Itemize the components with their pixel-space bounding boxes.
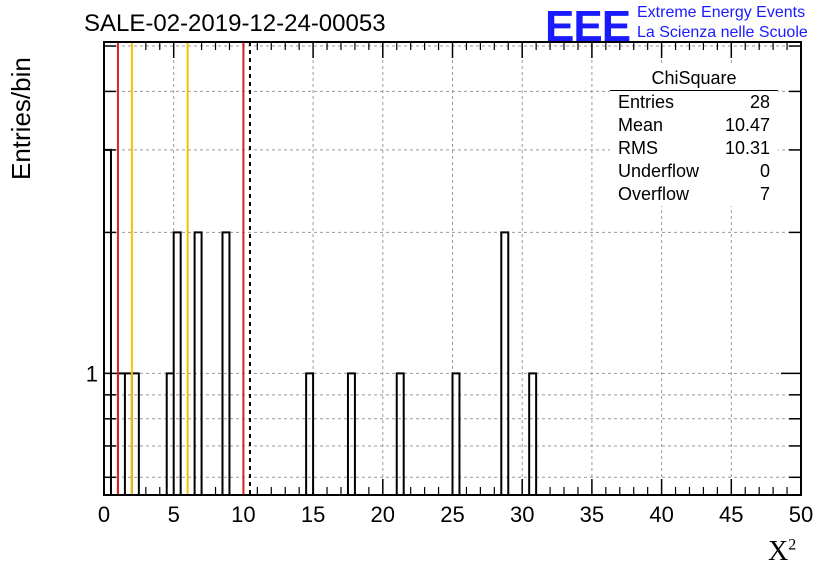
x-axis-label: X2 bbox=[768, 536, 796, 568]
eee-logo: EEE bbox=[545, 2, 631, 51]
x-tick-label: 45 bbox=[719, 502, 743, 527]
x-tick-label: 0 bbox=[98, 502, 110, 527]
stats-row-rms: RMS 10.31 bbox=[610, 137, 778, 160]
chart-title: SALE-02-2019-12-24-00053 bbox=[84, 10, 386, 37]
reference-lines bbox=[116, 42, 251, 495]
stats-label: RMS bbox=[618, 138, 658, 158]
stats-value: 28 bbox=[749, 92, 770, 112]
stats-row-overflow: Overflow 7 bbox=[610, 183, 778, 206]
stats-row-mean: Mean 10.47 bbox=[610, 114, 778, 137]
stats-box: ChiSquare Entries 28 Mean 10.47 RMS 10.3… bbox=[610, 66, 778, 206]
x-tick-label: 5 bbox=[168, 502, 180, 527]
x-tick-label: 50 bbox=[789, 502, 813, 527]
y-tick-label: 1 bbox=[86, 361, 98, 386]
x-axis-label-superscript: 2 bbox=[788, 536, 797, 554]
stats-row-entries: Entries 28 bbox=[610, 91, 778, 114]
stats-title: ChiSquare bbox=[610, 66, 778, 91]
y-axis-label: Entries/bin bbox=[6, 57, 36, 180]
x-tick-label: 40 bbox=[649, 502, 673, 527]
x-tick-label: 10 bbox=[231, 502, 255, 527]
stats-value: 7 bbox=[759, 184, 770, 204]
stats-value: 10.31 bbox=[724, 138, 770, 158]
stats-label: Entries bbox=[618, 92, 675, 112]
y-tick-labels: 1 bbox=[86, 361, 98, 386]
x-tick-labels: 0 5 10 15 20 25 30 35 40 45 50 bbox=[98, 502, 813, 527]
stats-label: Underflow bbox=[618, 161, 700, 181]
logo-line-1: Extreme Energy Events bbox=[637, 4, 806, 21]
stats-value: 10.47 bbox=[724, 115, 770, 135]
x-tick-label: 15 bbox=[301, 502, 325, 527]
x-tick-label: 30 bbox=[510, 502, 534, 527]
stats-label: Mean bbox=[618, 115, 664, 135]
plot-frame bbox=[103, 41, 802, 496]
stats-row-underflow: Underflow 0 bbox=[610, 160, 778, 183]
x-tick-label: 25 bbox=[440, 502, 464, 527]
x-tick-label: 35 bbox=[580, 502, 604, 527]
x-axis-label-base: X bbox=[768, 536, 789, 567]
x-tick-label: 20 bbox=[371, 502, 395, 527]
logo-line-2: La Scienza nelle Scuole bbox=[637, 24, 808, 41]
stats-value: 0 bbox=[759, 161, 770, 181]
stats-label: Overflow bbox=[618, 184, 690, 204]
histogram-outline bbox=[103, 148, 538, 495]
